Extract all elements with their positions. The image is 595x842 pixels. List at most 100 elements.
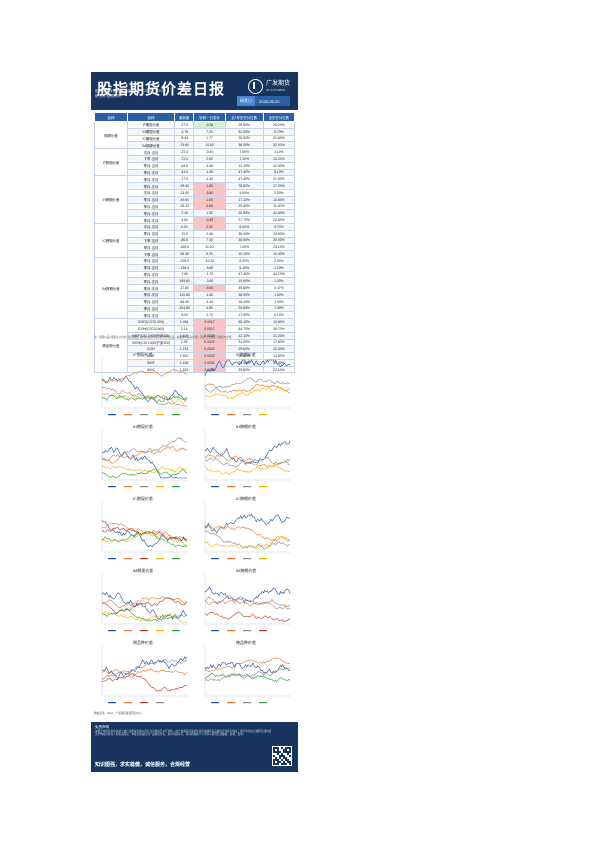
chart-series-line	[101, 591, 188, 620]
latest-cell: -27.80	[173, 284, 195, 292]
latest-cell: -4.80	[173, 216, 195, 224]
table-row: IH期现价差 -3.75 7.20 52.50% 9.70%	[95, 127, 296, 136]
chart-title: IM期现价差	[132, 568, 154, 573]
chart-series-line	[204, 440, 291, 465]
qr-cell	[275, 747, 277, 749]
latest-cell: -27.4	[173, 148, 195, 156]
pct-1y-cell: 75.90%	[224, 134, 264, 143]
change-cell: 4.80	[193, 304, 226, 313]
latest-cell: -29.40	[173, 182, 195, 190]
qr-cell	[277, 759, 279, 761]
name-cell: 季月-次月	[127, 277, 175, 286]
qr-cell	[273, 751, 275, 753]
pct-all-cell: 9.70%	[262, 127, 296, 136]
table-row: IH跨期价差 季月-次月 -17.0 -1.40 47.40% 21.00%	[94, 175, 296, 224]
pct-all-cell: 13.20%	[262, 154, 296, 163]
pct-1y-cell: 49.80%	[224, 284, 264, 292]
chart-axis	[101, 502, 188, 553]
pct-1y-cell: 8.20%	[224, 256, 264, 265]
legend-swatch	[108, 414, 116, 416]
legend-swatch	[243, 558, 251, 560]
legend-swatch	[227, 630, 235, 632]
chart-title: IH期现价差	[133, 424, 153, 429]
qr-cell	[273, 749, 275, 751]
pct-all-cell: 1.30%	[262, 277, 296, 286]
report-meta: 投资咨询业务资格：证监许可【2011】1292号 研究员/投资顾问	[95, 89, 166, 99]
legend-swatch	[156, 702, 164, 704]
legend-swatch	[243, 414, 251, 416]
qr-cell	[283, 757, 285, 759]
pct-all-cell: 44.10%	[262, 270, 296, 279]
pct-all-cell: 8.10%	[262, 168, 296, 177]
name-cell: 季月-次月	[127, 311, 175, 320]
latest-cell: -155.0	[173, 243, 195, 252]
pct-1y-cell: 55.10%	[224, 318, 264, 326]
change-cell: 1.80	[193, 182, 226, 190]
name-cell: 季月-当月	[127, 229, 175, 238]
qr-cell	[277, 749, 279, 751]
latest-cell: -72.0	[173, 154, 195, 163]
chart-series-line	[101, 392, 188, 404]
pct-all-cell: 25.20%	[262, 121, 296, 129]
change-cell: 0.0017	[193, 324, 226, 333]
line-chart	[101, 502, 188, 560]
table-note: 注：期现价差=期货主力合约-现货指数；跨期价差为不同月份合约之差；跨品种价差为比…	[94, 336, 234, 339]
pct-all-cell: 1.10%	[262, 263, 296, 272]
qr-cell	[279, 757, 281, 759]
latest-cell: -27.0	[173, 121, 195, 129]
brand-logo: 广发期货 GF FUTURES	[247, 79, 290, 94]
chart-series-line	[204, 672, 291, 683]
pct-1y-cell: 47.30%	[224, 270, 264, 279]
chart-series-line	[101, 369, 188, 382]
category-cell: 跨品种价差	[94, 318, 128, 374]
latest-cell: -136.4	[173, 263, 195, 272]
table-row: IC跨期价差 次月-当月 0.00 2.00 6.00% 3.70%	[94, 222, 296, 258]
change-cell: -1.60	[193, 161, 226, 170]
line-chart	[204, 502, 291, 560]
table-row: 季月-次月 -185.60 -3.60 10.60% 1.30%	[95, 277, 296, 286]
legend-swatch	[108, 702, 116, 704]
name-cell: 季月-次月	[127, 284, 175, 292]
legend-swatch	[156, 486, 164, 488]
pct-1y-cell: 29.60%	[224, 202, 264, 211]
change-cell: 2.40	[193, 229, 226, 238]
name-cell: 季月-当月	[127, 297, 175, 306]
latest-cell: -70.0	[173, 229, 195, 238]
chart-axis	[101, 358, 188, 409]
legend-swatch	[124, 702, 132, 704]
legend-swatch	[211, 414, 219, 416]
latest-cell: -185.60	[173, 277, 195, 286]
legend-swatch	[140, 558, 148, 560]
legend-swatch	[259, 486, 267, 488]
legend-swatch	[156, 558, 164, 560]
pct-all-cell: 2.20%	[262, 188, 296, 197]
chart-title: IM跨期价差	[235, 568, 257, 573]
line-chart	[101, 646, 188, 704]
latest-cell: -5.44	[173, 134, 195, 143]
qr-cell	[289, 761, 291, 763]
qr-cell	[289, 763, 291, 765]
latest-cell: -23.00	[173, 188, 195, 197]
legend-swatch	[156, 414, 164, 416]
change-cell: 10.60	[193, 141, 226, 150]
pct-all-cell: 21.00%	[262, 175, 296, 184]
latest-cell: -75.60	[173, 141, 195, 150]
legend-swatch	[259, 414, 267, 416]
line-chart	[204, 574, 291, 632]
qr-cell	[285, 749, 287, 751]
pct-all-cell: 0.47%	[262, 284, 296, 292]
pct-1y-cell: 17.00%	[224, 311, 264, 320]
qr-cell	[283, 751, 285, 753]
meta-line: 投资咨询业务资格：证监许可【2011】1292号	[95, 89, 167, 93]
table-row: 期现价差 IF期现价差 -27.0 -0.36 29.50% 25.20%	[94, 120, 296, 150]
pct-all-cell: 10.40%	[262, 250, 296, 258]
legend-swatch	[211, 630, 219, 632]
name-cell: 季月-次月	[127, 216, 175, 224]
table-row: 季月-当月 -25.20 5.80 29.60% 11.40%	[95, 202, 296, 211]
category-cell: IM跨期价差	[94, 256, 128, 320]
latest-cell: 2.14	[173, 324, 195, 333]
table-row: IC/IH 1.214 0.0020 29.60% 20.30%	[95, 345, 296, 354]
chart-series-line	[204, 513, 291, 534]
pct-1y-cell: 5.10%	[224, 263, 264, 272]
legend-swatch	[124, 558, 132, 560]
